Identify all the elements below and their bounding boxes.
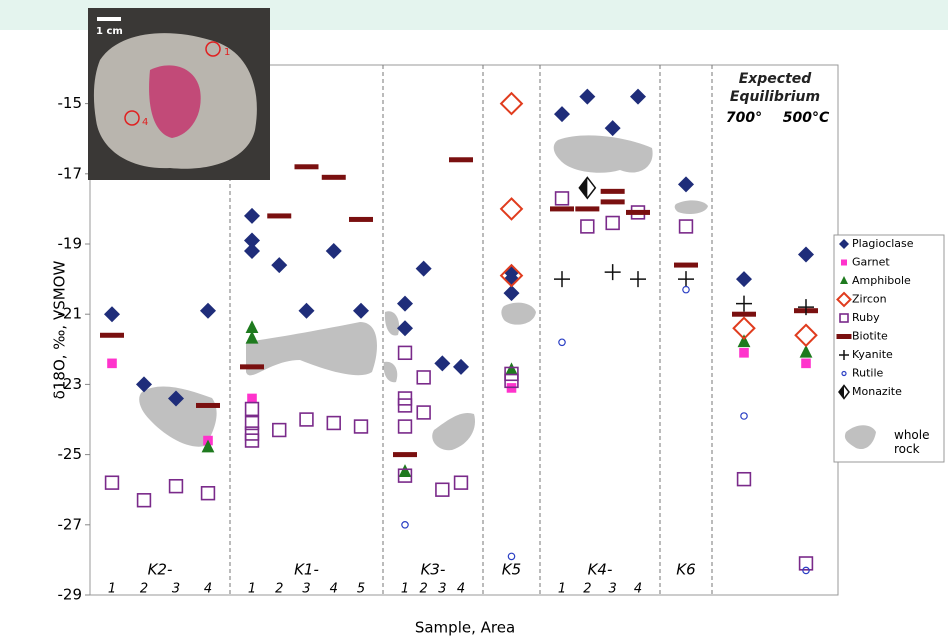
- area-label: 2: [140, 582, 148, 597]
- point: [322, 175, 346, 180]
- point: [575, 206, 599, 211]
- page: -29-27-25-23-21-19-17-15K2-K1-K3-K5K4-K6…: [0, 0, 948, 641]
- group-label: Expected Equilibrium: [712, 70, 838, 106]
- legend-label: Zircon: [852, 293, 887, 306]
- legend-label: Ruby: [852, 311, 880, 324]
- area-label: 2: [275, 582, 283, 597]
- point: [267, 213, 291, 218]
- area-label: 4: [204, 582, 212, 597]
- legend-marker: [837, 334, 852, 339]
- point: [732, 312, 756, 317]
- point: [107, 359, 117, 369]
- legend-label: Monazite: [852, 385, 902, 398]
- y-tick-label: -17: [58, 164, 83, 182]
- area-label: 4: [457, 582, 465, 597]
- x-axis-label: Sample, Area: [415, 619, 515, 637]
- photo: 1 cm 1 4: [88, 8, 270, 180]
- point: [240, 364, 264, 369]
- area-label: 1: [558, 582, 566, 597]
- area-label: 3: [438, 582, 446, 597]
- legend-label: Rutile: [852, 367, 884, 380]
- point: [449, 157, 473, 162]
- area-label: 1: [248, 582, 256, 597]
- area-label: 1: [108, 582, 116, 597]
- point: [295, 164, 319, 169]
- point: [626, 210, 650, 215]
- area-label: 700°: [726, 110, 762, 126]
- point: [801, 359, 811, 369]
- legend-label: whole rock: [894, 428, 938, 456]
- point: [349, 217, 373, 222]
- group-label: K2-: [148, 561, 173, 579]
- legend-label: Kyanite: [852, 348, 893, 361]
- legend-marker: [841, 260, 847, 266]
- area-label: 2: [583, 582, 591, 597]
- point: [550, 206, 574, 211]
- area-label: 2: [420, 582, 428, 597]
- scale-bar: [97, 17, 121, 21]
- point: [674, 263, 698, 268]
- point: [196, 403, 220, 408]
- point: [393, 452, 417, 457]
- y-tick-label: -25: [58, 445, 83, 463]
- area-label: 4: [330, 582, 338, 597]
- group-label: K3-: [421, 561, 446, 579]
- point: [601, 199, 625, 204]
- area-label: 1: [401, 582, 409, 597]
- area-label: 4: [634, 582, 642, 597]
- group-label: K5: [502, 561, 521, 579]
- group-label: K1-: [294, 561, 319, 579]
- y-tick-label: -19: [58, 235, 83, 253]
- point: [601, 189, 625, 194]
- legend-label: Garnet: [852, 256, 890, 269]
- group-label: K6: [676, 561, 695, 579]
- y-axis-label: δ18O, ‰, VSMOW: [51, 261, 69, 400]
- area-label: 3: [302, 582, 310, 597]
- area-label: 5: [357, 582, 365, 597]
- y-tick-label: -15: [58, 94, 83, 112]
- legend-label: Amphibole: [852, 274, 911, 287]
- legend-label: Plagioclase: [852, 237, 914, 250]
- group-label: K4-: [588, 561, 613, 579]
- y-tick-label: -27: [58, 515, 83, 533]
- scale-label: 1 cm: [96, 26, 123, 37]
- point: [739, 348, 749, 358]
- area-label: 500°C: [783, 110, 830, 126]
- area-label: 3: [609, 582, 617, 597]
- spot-label: 4: [142, 117, 148, 128]
- legend-label: Biotite: [852, 330, 888, 343]
- point: [100, 333, 124, 338]
- spot-label: 1: [224, 47, 230, 58]
- y-tick-label: -29: [58, 586, 83, 604]
- area-label: 3: [172, 582, 180, 597]
